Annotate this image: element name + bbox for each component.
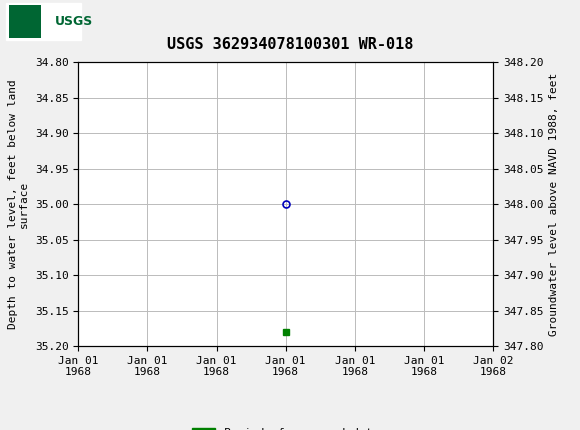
Text: USGS 362934078100301 WR-018: USGS 362934078100301 WR-018: [167, 37, 413, 52]
Legend: Period of approved data: Period of approved data: [188, 424, 383, 430]
Y-axis label: Groundwater level above NAVD 1988, feet: Groundwater level above NAVD 1988, feet: [549, 73, 559, 336]
Y-axis label: Depth to water level, feet below land
surface: Depth to water level, feet below land su…: [8, 80, 29, 329]
Text: USGS: USGS: [55, 15, 93, 28]
FancyBboxPatch shape: [6, 3, 81, 40]
FancyBboxPatch shape: [9, 5, 41, 38]
